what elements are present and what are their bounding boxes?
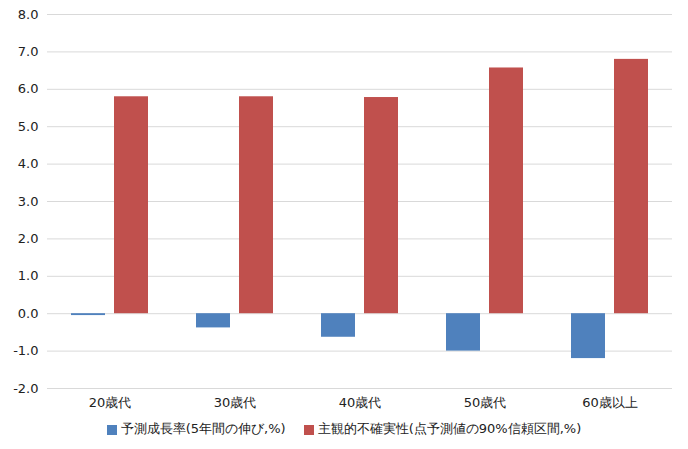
svg-text:2.0: 2.0 bbox=[18, 231, 39, 246]
svg-text:40歳代: 40歳代 bbox=[339, 395, 382, 410]
svg-text:30歳代: 30歳代 bbox=[214, 395, 257, 410]
html-text:主観的不確実性(点予測値の90%信頼区間,%): 主観的不確実性(点予測値の90%信頼区間,%) bbox=[317, 421, 582, 436]
svg-text:60歳以上: 60歳以上 bbox=[582, 395, 638, 410]
svg-text:0.0: 0.0 bbox=[18, 306, 39, 321]
svg-text:5.0: 5.0 bbox=[18, 119, 39, 134]
svg-text:1.0: 1.0 bbox=[18, 268, 39, 283]
svg-text:8.0: 8.0 bbox=[18, 7, 39, 22]
svg-text:-1.0: -1.0 bbox=[13, 343, 38, 358]
svg-text:3.0: 3.0 bbox=[18, 194, 39, 209]
svg-text:6.0: 6.0 bbox=[18, 81, 39, 96]
svg-text:-2.0: -2.0 bbox=[13, 381, 38, 396]
svg-text:20歳代: 20歳代 bbox=[89, 395, 132, 410]
svg-text:7.0: 7.0 bbox=[18, 44, 39, 59]
html-text:予測成長率(5年間の伸び,%): 予測成長率(5年間の伸び,%) bbox=[120, 421, 286, 436]
svg-text:50歳代: 50歳代 bbox=[464, 395, 507, 410]
svg-text:4.0: 4.0 bbox=[18, 156, 39, 171]
